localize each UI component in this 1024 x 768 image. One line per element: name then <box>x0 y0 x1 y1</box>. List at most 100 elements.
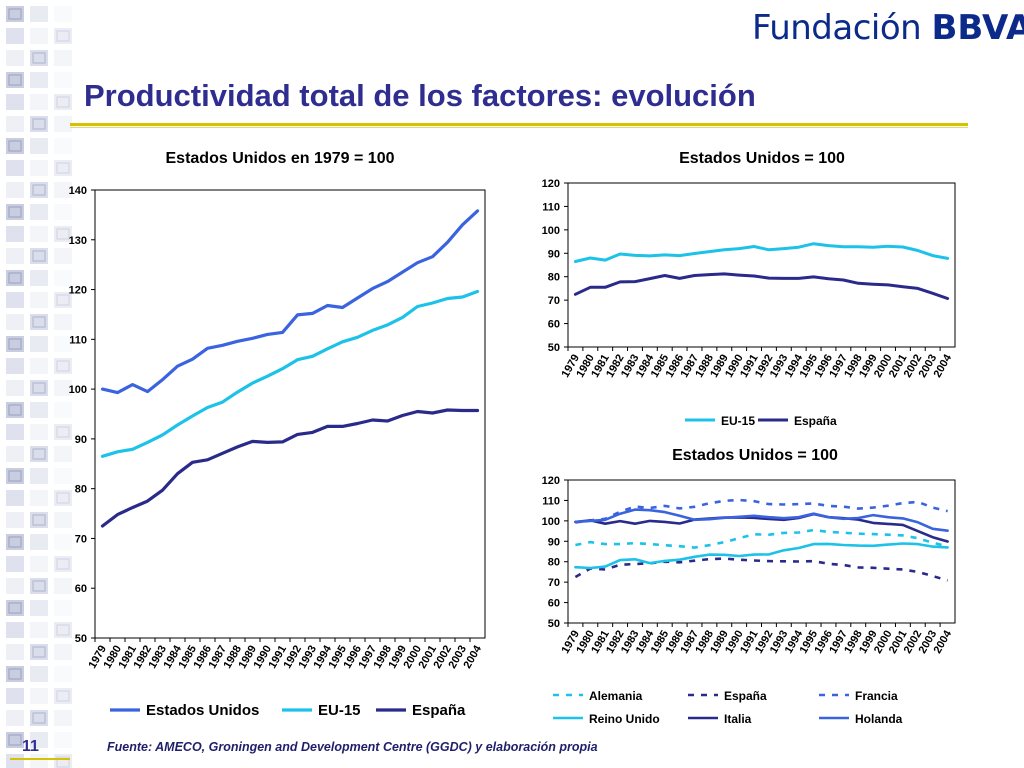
sidebar-tile <box>30 490 48 506</box>
series-line-estados-unidos <box>100 209 480 395</box>
sidebar-tile <box>54 534 72 550</box>
sidebar-tile <box>6 622 24 638</box>
sidebar-tile <box>54 72 72 88</box>
sidebar-tile <box>6 490 24 506</box>
y-tick-label: 90 <box>548 536 560 548</box>
sidebar-tile <box>54 358 72 374</box>
legend-item: España <box>758 414 837 428</box>
sidebar-tile <box>30 358 48 374</box>
y-tick-label: 120 <box>69 285 87 297</box>
legend-item: España <box>376 702 466 719</box>
sidebar-tile <box>54 204 72 220</box>
y-tick-label: 50 <box>548 618 560 630</box>
sidebar-tile <box>6 402 24 418</box>
sidebar-tile <box>54 754 72 768</box>
sidebar-tile <box>54 160 72 176</box>
sidebar-tile <box>6 688 24 704</box>
series-line-alemania <box>575 528 948 549</box>
sidebar-tile <box>54 292 72 308</box>
sidebar-tile <box>54 732 72 748</box>
sidebar-tile <box>30 248 48 264</box>
sidebar-tile <box>54 6 72 22</box>
sidebar-tile <box>6 732 24 748</box>
sidebar-tile <box>54 468 72 484</box>
sidebar-tile <box>6 666 24 682</box>
sidebar-tile <box>6 270 24 286</box>
sidebar-tile <box>30 116 48 132</box>
sidebar-tile <box>6 512 24 528</box>
legend-item: España <box>688 689 767 703</box>
title-underline <box>70 123 968 126</box>
sidebar-tile <box>30 666 48 682</box>
sidebar-tile <box>30 578 48 594</box>
y-tick-label: 110 <box>69 334 87 346</box>
series-line-eu-15 <box>573 242 950 263</box>
title-underline-thin <box>70 127 968 128</box>
legend-label: Reino Unido <box>589 712 660 726</box>
sidebar-tile <box>6 72 24 88</box>
y-tick-label: 110 <box>542 495 560 507</box>
y-tick-label: 100 <box>542 225 560 237</box>
sidebar-tile <box>54 402 72 418</box>
sidebar-tile <box>54 424 72 440</box>
sidebar-tile <box>54 380 72 396</box>
chart-title: Estados Unidos = 100 <box>672 447 838 464</box>
sidebar-tile <box>6 710 24 726</box>
y-tick-label: 130 <box>69 235 87 247</box>
legend-item: Italia <box>688 712 752 726</box>
decorative-sidebar-pattern <box>6 6 72 768</box>
y-tick-label: 80 <box>548 272 560 284</box>
sidebar-tile <box>6 314 24 330</box>
sidebar-tile <box>54 226 72 242</box>
y-tick-label: 90 <box>548 248 560 260</box>
y-tick-label: 90 <box>75 434 87 446</box>
sidebar-tile <box>54 622 72 638</box>
sidebar-tile <box>30 754 48 768</box>
legend-label: EU-15 <box>721 414 755 428</box>
sidebar-tile <box>54 578 72 594</box>
page-number-underline <box>10 758 70 760</box>
sidebar-tile <box>30 204 48 220</box>
sidebar-tile <box>30 732 48 748</box>
legend-item: Estados Unidos <box>110 702 259 719</box>
sidebar-tile <box>6 116 24 132</box>
y-tick-label: 60 <box>548 319 560 331</box>
sidebar-tile <box>54 600 72 616</box>
sidebar-tile <box>30 28 48 44</box>
sidebar-tile <box>30 226 48 242</box>
sidebar-tile <box>30 710 48 726</box>
sidebar-tile <box>6 94 24 110</box>
sidebar-tile <box>6 182 24 198</box>
y-tick-label: 110 <box>542 201 560 213</box>
legend-label: Holanda <box>855 712 903 726</box>
sidebar-tile <box>54 336 72 352</box>
sidebar-tile <box>30 556 48 572</box>
sidebar-tile <box>30 512 48 528</box>
sidebar-tile <box>54 644 72 660</box>
plot-area <box>567 479 956 624</box>
series-line-holanda <box>574 508 949 533</box>
sidebar-tile <box>54 50 72 66</box>
y-tick-label: 50 <box>75 633 87 645</box>
legend-item: EU-15 <box>685 414 755 428</box>
sidebar-tile <box>6 468 24 484</box>
sidebar-tile <box>54 116 72 132</box>
y-tick-label: 60 <box>75 583 87 595</box>
y-tick-label: 100 <box>542 516 560 528</box>
sidebar-tile <box>6 358 24 374</box>
sidebar-tile <box>6 578 24 594</box>
y-tick-label: 100 <box>69 384 87 396</box>
sidebar-tile <box>30 380 48 396</box>
series-line-espa-a <box>573 272 950 300</box>
legend-label: España <box>412 702 466 719</box>
sidebar-tile <box>30 336 48 352</box>
sidebar-tile <box>6 556 24 572</box>
y-tick-label: 80 <box>548 557 560 569</box>
legend-item: EU-15 <box>282 702 361 719</box>
series-line-eu-15 <box>100 289 480 458</box>
legend-label: España <box>724 689 767 703</box>
sidebar-tile <box>54 270 72 286</box>
sidebar-tile <box>6 424 24 440</box>
y-tick-label: 120 <box>542 475 560 487</box>
